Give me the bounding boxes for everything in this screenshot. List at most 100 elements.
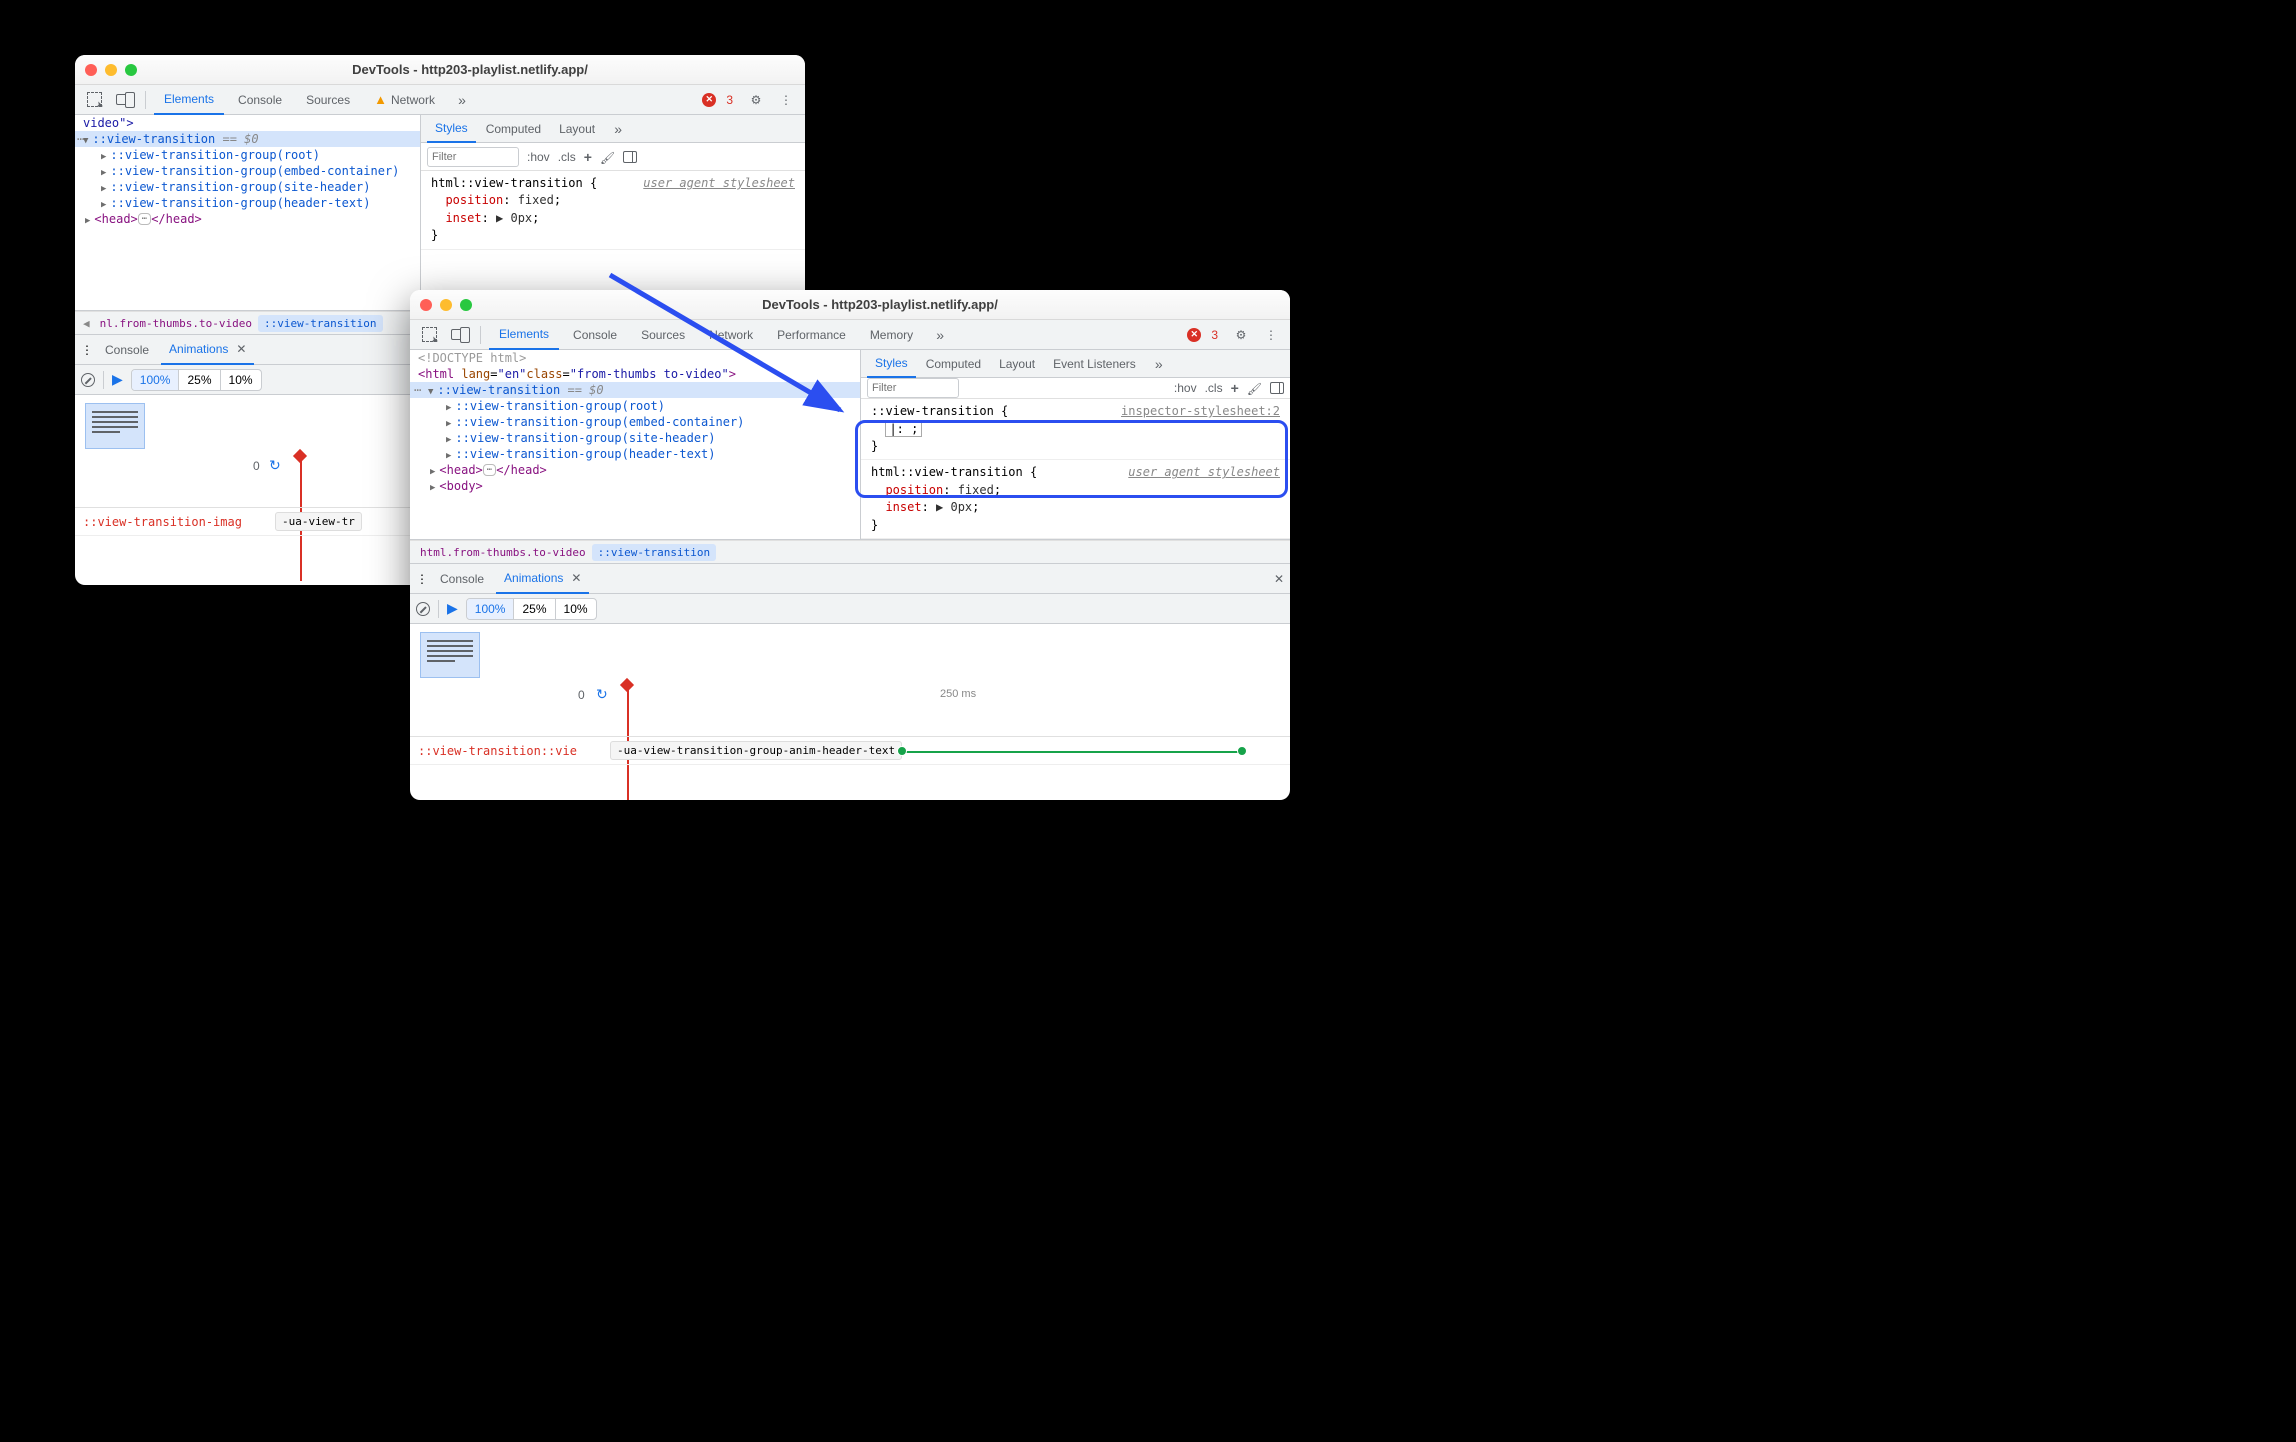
clear-icon[interactable] [416, 602, 430, 616]
prop-name[interactable]: position [445, 193, 503, 207]
dom-selected-node[interactable]: ⋯ ::view-transition == $0 [410, 382, 860, 398]
device-toggle-icon[interactable] [111, 87, 137, 113]
keyframe-start-icon[interactable] [897, 746, 907, 756]
track-bar[interactable] [902, 737, 1290, 764]
zoom-icon[interactable] [460, 299, 472, 311]
more-tabs-icon[interactable] [927, 322, 953, 348]
element-picker-icon[interactable] [81, 87, 107, 113]
dom-child[interactable]: ::view-transition-group(embed-container) [410, 414, 860, 430]
cls-toggle[interactable]: .cls [558, 150, 576, 164]
rule-source[interactable]: user agent stylesheet [1128, 464, 1280, 481]
crumb[interactable]: nl.from-thumbs.to-video [94, 315, 258, 332]
close-tab-icon[interactable]: ✕ [571, 571, 581, 585]
styles-filter-input[interactable] [427, 147, 519, 167]
brush-icon[interactable] [600, 149, 615, 165]
dom-child[interactable]: ::view-transition-group(header-text) [75, 195, 420, 211]
close-drawer-icon[interactable]: ✕ [1274, 572, 1284, 586]
prop-value[interactable]: fixed [958, 483, 994, 497]
prop-name[interactable]: inset [885, 500, 921, 514]
device-toggle-icon[interactable] [446, 322, 472, 348]
tab-sources[interactable]: Sources [631, 320, 695, 350]
rule-editing-input[interactable]: |: ; [885, 421, 922, 437]
tab-memory[interactable]: Memory [860, 320, 923, 350]
play-icon[interactable]: ▶ [447, 600, 458, 617]
replay-icon[interactable] [269, 457, 281, 474]
subtab-computed[interactable]: Computed [918, 350, 989, 378]
dom-child[interactable]: ::view-transition-group(header-text) [410, 446, 860, 462]
animation-thumbnail[interactable] [85, 403, 145, 449]
speed-10[interactable]: 10% [221, 370, 261, 390]
kebab-menu-icon[interactable] [1258, 322, 1284, 348]
computed-panel-icon[interactable] [1270, 382, 1284, 394]
prop-value[interactable]: ▶ 0px [936, 500, 972, 514]
keyframe-end-icon[interactable] [1237, 746, 1247, 756]
prop-name[interactable]: inset [445, 211, 481, 225]
dom-head[interactable]: <head> ⋯ </head> [410, 462, 860, 478]
drawer-tab-console[interactable]: Console [97, 335, 157, 365]
dom-child[interactable]: ::view-transition-group(site-header) [75, 179, 420, 195]
track-row[interactable]: ::view-transition::vie -ua-view-transiti… [410, 737, 1290, 765]
expand-icon[interactable] [428, 383, 437, 397]
settings-gear-icon[interactable] [1228, 322, 1254, 348]
minimize-icon[interactable] [105, 64, 117, 76]
dom-head[interactable]: <head> ⋯ </head> [75, 211, 420, 227]
close-icon[interactable] [85, 64, 97, 76]
tab-network[interactable]: Network [699, 320, 763, 350]
dom-body[interactable]: <body> [410, 478, 860, 494]
hov-toggle[interactable]: :hov [527, 150, 550, 164]
animation-thumbnail[interactable] [420, 632, 480, 678]
more-subtabs-icon[interactable] [1146, 351, 1172, 377]
subtab-styles[interactable]: Styles [867, 350, 916, 378]
style-rule[interactable]: user agent stylesheet html::view-transit… [421, 171, 805, 250]
rule-selector[interactable]: ::view-transition { [871, 404, 1008, 418]
minimize-icon[interactable] [440, 299, 452, 311]
hov-toggle[interactable]: :hov [1174, 381, 1197, 395]
replay-icon[interactable] [596, 686, 608, 703]
error-count[interactable]: 3 [720, 93, 739, 107]
dom-child[interactable]: ::view-transition-group(root) [75, 147, 420, 163]
dom-child[interactable]: ::view-transition-group(root) [410, 398, 860, 414]
computed-panel-icon[interactable] [623, 151, 637, 163]
zoom-icon[interactable] [125, 64, 137, 76]
speed-25[interactable]: 25% [179, 370, 220, 390]
error-badge-icon[interactable]: ✕ [1187, 328, 1201, 342]
expand-icon[interactable] [83, 132, 92, 146]
tab-performance[interactable]: Performance [767, 320, 856, 350]
collapsed-icon[interactable]: ⋯ [483, 464, 496, 476]
subtab-styles[interactable]: Styles [427, 115, 476, 143]
tab-sources[interactable]: Sources [296, 85, 360, 115]
dom-selected-node[interactable]: ⋯ ::view-transition == $0 [75, 131, 420, 147]
dom-child[interactable]: ::view-transition-group(site-header) [410, 430, 860, 446]
tab-console[interactable]: Console [228, 85, 292, 115]
settings-gear-icon[interactable] [743, 87, 769, 113]
speed-100[interactable]: 100% [467, 599, 515, 619]
play-icon[interactable]: ▶ [112, 371, 123, 388]
styles-filter-input[interactable] [867, 378, 959, 398]
close-icon[interactable] [420, 299, 432, 311]
drawer-menu-icon[interactable] [81, 343, 93, 357]
subtab-event-listeners[interactable]: Event Listeners [1045, 350, 1144, 378]
tab-console[interactable]: Console [563, 320, 627, 350]
crumb-selected[interactable]: ::view-transition [592, 544, 717, 561]
kebab-menu-icon[interactable] [773, 87, 799, 113]
prop-name[interactable]: position [885, 483, 943, 497]
tab-network[interactable]: ▲Network [364, 85, 445, 115]
rule-source[interactable]: inspector-stylesheet:2 [1121, 403, 1280, 420]
speed-10[interactable]: 10% [556, 599, 596, 619]
style-rule-ua[interactable]: user agent stylesheet html::view-transit… [861, 460, 1290, 539]
new-rule-icon[interactable] [1231, 380, 1239, 396]
close-tab-icon[interactable]: ✕ [236, 342, 246, 356]
speed-25[interactable]: 25% [514, 599, 555, 619]
animation-timeline[interactable]: 0 250 ms ::view-transition::vie -ua-view… [410, 624, 1290, 784]
crumb-left-icon[interactable]: ◀ [79, 317, 94, 330]
subtab-computed[interactable]: Computed [478, 115, 549, 143]
more-subtabs-icon[interactable] [605, 116, 631, 142]
rule-source[interactable]: user agent stylesheet [643, 175, 795, 192]
drawer-tab-animations[interactable]: Animations✕ [161, 335, 254, 365]
crumb-selected[interactable]: ::view-transition [258, 315, 383, 332]
drawer-menu-icon[interactable] [416, 572, 428, 586]
error-count[interactable]: 3 [1205, 328, 1224, 342]
cls-toggle[interactable]: .cls [1205, 381, 1223, 395]
subtab-layout[interactable]: Layout [991, 350, 1043, 378]
new-rule-icon[interactable] [584, 149, 592, 165]
